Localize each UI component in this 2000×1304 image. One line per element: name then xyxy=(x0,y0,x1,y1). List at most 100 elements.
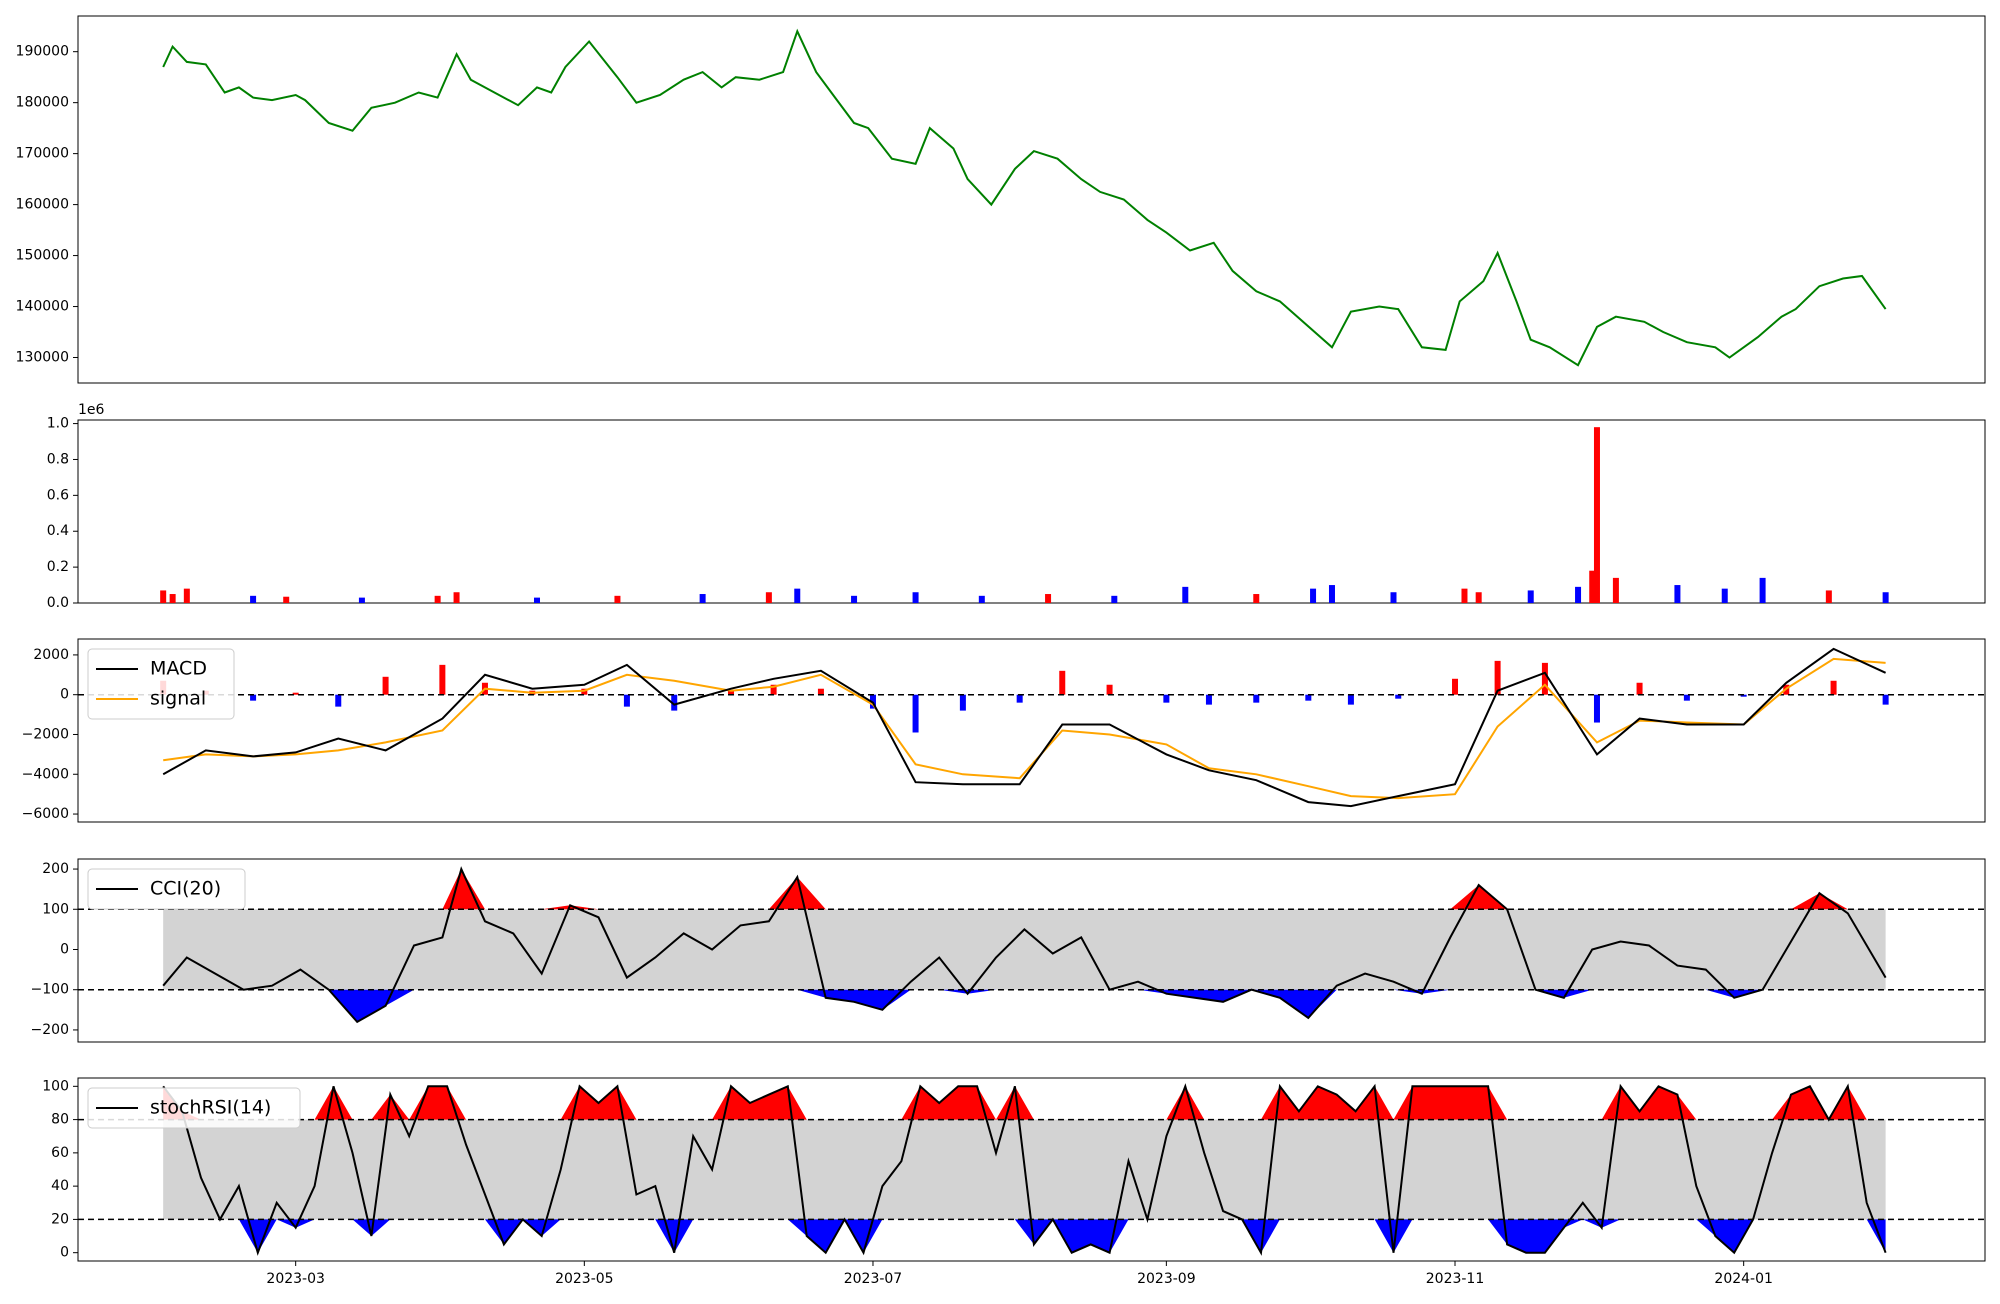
legend-box xyxy=(87,1087,301,1129)
volume-bar xyxy=(1390,592,1397,603)
y-tick-label: 60 xyxy=(51,1145,69,1161)
y-tick-label: 0.4 xyxy=(47,523,69,539)
y-tick-label: 150000 xyxy=(16,248,69,264)
volume-bar xyxy=(1593,427,1600,603)
y-tick-label: 200 xyxy=(42,861,69,877)
macd-histogram-bar xyxy=(1059,670,1066,695)
volume-bar xyxy=(169,594,176,603)
y-tick-label: 0.2 xyxy=(47,559,69,575)
y-tick-label: −200 xyxy=(31,1022,69,1038)
cci-band xyxy=(163,909,1886,990)
y-tick-label: 190000 xyxy=(16,44,69,60)
macd-histogram-bar xyxy=(1830,680,1837,695)
x-tick-label: 2023-03 xyxy=(266,1271,325,1287)
cci-oversold-fill xyxy=(163,989,1886,1022)
macd-histogram-bar xyxy=(250,694,257,701)
volume-bar xyxy=(912,592,919,603)
volume-bar xyxy=(453,592,460,603)
macd-histogram-bar xyxy=(1452,678,1459,695)
y-tick-label: 20 xyxy=(51,1211,69,1227)
volume-bar xyxy=(434,595,441,603)
x-tick-label: 2023-07 xyxy=(844,1271,903,1287)
cci-overbought-fill xyxy=(163,869,1886,910)
macd-histogram-bar xyxy=(1253,694,1260,703)
macd-histogram-bar xyxy=(770,684,777,695)
legend-label: CCI(20) xyxy=(150,878,221,900)
y-tick-label: 0.6 xyxy=(47,487,69,503)
volume-bar xyxy=(1589,570,1596,603)
legend-label: stochRSI(14) xyxy=(150,1097,271,1119)
volume-offset-label: 1e6 xyxy=(78,402,105,418)
y-tick-label: 80 xyxy=(51,1112,69,1128)
legend-label: signal xyxy=(150,688,206,710)
volume-bar xyxy=(765,592,772,603)
y-tick-label: −4000 xyxy=(22,766,69,782)
volume-bar xyxy=(1575,586,1582,603)
volume-bar xyxy=(1253,594,1260,603)
x-tick-label: 2024-01 xyxy=(1714,1271,1773,1287)
volume-bar xyxy=(1111,595,1118,603)
x-tick-label: 2023-11 xyxy=(1426,1271,1485,1287)
cci-panel-frame xyxy=(77,858,1986,1043)
macd-histogram-bar xyxy=(728,690,735,695)
macd-histogram-bar xyxy=(1593,694,1600,723)
legend-label: MACD xyxy=(150,658,207,680)
volume-bar xyxy=(851,595,858,603)
macd-histogram-bar xyxy=(912,694,919,733)
y-tick-label: 100 xyxy=(42,1078,69,1094)
legend-box xyxy=(87,648,235,720)
volume-bar xyxy=(358,597,365,603)
y-tick-label: 130000 xyxy=(16,350,69,366)
volume-bar xyxy=(1721,588,1728,603)
macd-histogram-bar xyxy=(1395,694,1402,699)
volume-bar xyxy=(1045,594,1052,603)
macd-histogram-bar xyxy=(1205,694,1212,705)
volume-bar xyxy=(183,588,190,603)
y-tick-label: 0 xyxy=(60,1245,69,1261)
macd-histogram-bar xyxy=(623,694,630,707)
y-tick-label: −6000 xyxy=(22,806,69,822)
volume-bar xyxy=(699,594,706,603)
y-tick-label: 2000 xyxy=(33,647,69,663)
y-tick-label: 0 xyxy=(60,687,69,703)
y-tick-label: 170000 xyxy=(16,146,69,162)
volume-bar xyxy=(1182,586,1189,603)
volume-bar xyxy=(1475,592,1482,603)
stochrsi-overbought-fill xyxy=(163,1086,1886,1120)
macd-histogram-bar xyxy=(1163,694,1170,703)
cci-line xyxy=(162,866,1887,1024)
macd-histogram-bar xyxy=(817,688,824,695)
volume-bar xyxy=(250,595,257,603)
legend-box xyxy=(87,868,246,910)
y-tick-label: −100 xyxy=(31,982,69,998)
y-tick-label: 100 xyxy=(42,901,69,917)
volume-bar xyxy=(794,588,801,603)
macd-line xyxy=(162,647,1887,808)
price-panel-frame xyxy=(77,15,1986,384)
y-tick-label: 160000 xyxy=(16,197,69,213)
volume-bar xyxy=(1612,577,1619,603)
macd-histogram-bar xyxy=(1305,694,1312,701)
y-tick-label: 40 xyxy=(51,1178,69,1194)
macd-histogram-bar xyxy=(292,692,299,695)
macd-histogram-bar xyxy=(1541,662,1548,695)
volume-bar xyxy=(978,595,985,603)
macd-histogram-bar xyxy=(1494,660,1501,695)
volume-bar xyxy=(1674,585,1681,603)
volume-bar xyxy=(1328,585,1335,603)
macd-histogram-bar xyxy=(1683,694,1690,701)
stochrsi-panel-frame xyxy=(77,1077,1986,1262)
stochrsi-line xyxy=(162,1083,1887,1256)
stochrsi-oversold-fill xyxy=(163,1219,1886,1253)
macd-histogram-bar xyxy=(382,676,389,695)
volume-bar xyxy=(1461,588,1468,603)
macd-histogram-bar xyxy=(1016,694,1023,703)
volume-bar xyxy=(160,590,167,603)
macd-histogram-bar xyxy=(1636,682,1643,695)
y-tick-label: 0.8 xyxy=(47,451,69,467)
x-tick-label: 2023-09 xyxy=(1137,1271,1196,1287)
macd-panel-frame xyxy=(77,638,1986,823)
volume-bar xyxy=(1759,577,1766,603)
volume-bar xyxy=(614,595,621,603)
